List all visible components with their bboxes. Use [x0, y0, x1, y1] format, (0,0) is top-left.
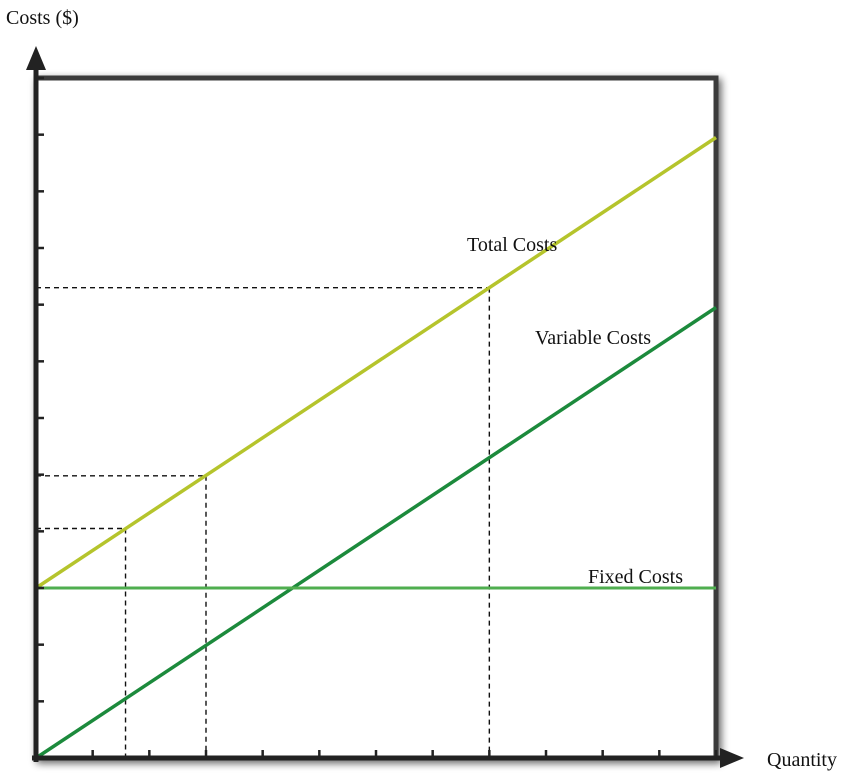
- reference-lines: [36, 286, 491, 758]
- series-line-variable-costs: [35, 306, 717, 760]
- series-label-fixed-costs: Fixed Costs: [588, 566, 683, 588]
- y-axis-arrow: [26, 46, 46, 70]
- series-label-variable-costs: Variable Costs: [535, 327, 651, 349]
- plot-area: [33, 75, 719, 761]
- x-axis-label: Quantity: [767, 749, 837, 771]
- series-line-total-costs: [35, 136, 717, 590]
- y-axis-label: Costs ($): [6, 7, 79, 29]
- series-lines: [35, 136, 717, 760]
- x-axis-arrow: [720, 748, 744, 768]
- series-label-total-costs: Total Costs: [467, 234, 557, 256]
- axis-ticks: [34, 76, 718, 760]
